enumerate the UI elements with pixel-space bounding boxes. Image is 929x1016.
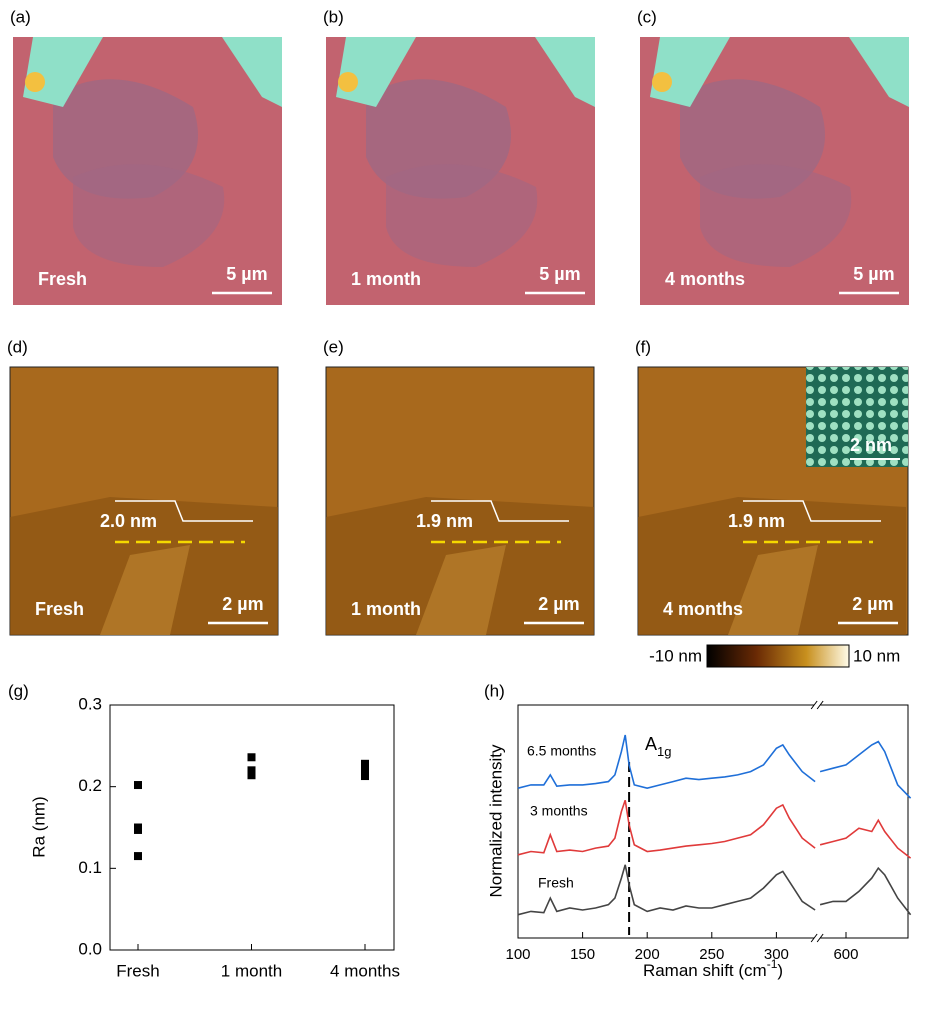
scale-label: 2 µm <box>538 594 579 614</box>
sample-label: 1 month <box>351 599 421 619</box>
sample-label: Fresh <box>38 269 87 289</box>
x-tick-label: 4 months <box>330 961 400 980</box>
y-tick-label: 0.0 <box>78 939 102 958</box>
axis-break-gap <box>814 935 821 941</box>
scale-label: 5 µm <box>226 264 267 284</box>
sample-label: Fresh <box>35 599 84 619</box>
axis-break <box>810 933 824 943</box>
x-axis-label-part: ) <box>777 961 783 980</box>
x-axis-label: Raman shift (cm-1) <box>643 957 783 980</box>
height-profile <box>743 500 881 522</box>
terrace <box>728 545 818 635</box>
thick-flake <box>336 37 416 107</box>
data-point <box>361 766 369 775</box>
x-tick-label: 100 <box>505 946 530 963</box>
series-label: 6.5 months <box>527 743 596 759</box>
panel-letter: (c) <box>637 7 657 26</box>
x-tick-label: 150 <box>570 946 595 963</box>
spectrum-line <box>517 799 912 859</box>
thick-flake <box>23 37 103 107</box>
terrace <box>416 545 506 635</box>
y-tick-label: 0.1 <box>78 858 102 877</box>
x-tick-label: 250 <box>699 946 724 963</box>
x-tick-label: 300 <box>764 946 789 963</box>
x-axis-label-part: Raman shift (cm <box>643 961 767 980</box>
y-tick-label: 0.2 <box>78 776 102 795</box>
thin-region <box>700 164 852 267</box>
plot-frame <box>109 704 395 951</box>
thick-flake <box>222 37 282 107</box>
panel-letter: (g) <box>8 681 29 700</box>
thick-flake <box>849 37 909 107</box>
data-point <box>247 771 256 780</box>
series-label: Fresh <box>538 875 574 891</box>
panel-letter: (d) <box>7 337 28 356</box>
scale-label: 2 µm <box>222 594 263 614</box>
y-tick-label: 0.3 <box>78 694 102 713</box>
data-point <box>134 825 142 834</box>
thick-flake <box>535 37 595 107</box>
x-tick-label: 600 <box>833 946 858 963</box>
bright-spot <box>338 72 358 92</box>
peak-label: A1g <box>645 734 671 759</box>
data-point <box>361 759 369 768</box>
step-height: 1.9 nm <box>416 511 473 531</box>
axis-break <box>810 700 824 710</box>
data-point <box>247 766 256 775</box>
series-label: 3 months <box>530 803 588 819</box>
panel-letter: (e) <box>323 337 344 356</box>
scale-label: 5 µm <box>539 264 580 284</box>
colorbar-min: -10 nm <box>649 646 702 665</box>
bright-spot <box>25 72 45 92</box>
data-point <box>134 781 142 790</box>
plot-frame <box>517 704 909 939</box>
colorbar <box>706 644 850 668</box>
y-axis-label: Normalized intensity <box>486 744 505 898</box>
colorbar-max: 10 nm <box>853 646 900 665</box>
thick-flake <box>650 37 730 107</box>
y-axis-label: Ra (nm) <box>29 796 48 857</box>
height-profile <box>115 500 253 522</box>
axis-break-gap <box>814 702 821 708</box>
x-tick-label: 1 month <box>221 961 282 980</box>
terrace <box>100 545 190 635</box>
data-point <box>361 772 369 781</box>
sample-label: 4 months <box>665 269 745 289</box>
sample-label: 4 months <box>663 599 743 619</box>
thin-region <box>73 164 225 267</box>
thin-region <box>386 164 538 267</box>
data-point <box>134 852 142 861</box>
panel-letter: (b) <box>323 7 344 26</box>
x-tick-label: Fresh <box>116 961 159 980</box>
sample-label: 1 month <box>351 269 421 289</box>
scale-label: 2 µm <box>852 594 893 614</box>
x-tick-label: 200 <box>635 946 660 963</box>
height-profile <box>431 500 569 522</box>
spectrum-line <box>517 734 912 799</box>
inset-scale: 2 nm <box>850 435 892 455</box>
bright-spot <box>652 72 672 92</box>
atomic-inset <box>806 367 908 467</box>
data-point <box>247 753 256 762</box>
panel-letter: (h) <box>484 681 505 700</box>
spectrum-line <box>517 864 912 916</box>
scale-label: 5 µm <box>853 264 894 284</box>
peak-label-sub: 1g <box>657 744 671 759</box>
panel-letter: (a) <box>10 7 31 26</box>
step-height: 2.0 nm <box>100 511 157 531</box>
x-axis-label-part: -1 <box>767 957 778 971</box>
step-height: 1.9 nm <box>728 511 785 531</box>
panel-letter: (f) <box>635 337 651 356</box>
peak-label-main: A <box>645 734 657 754</box>
